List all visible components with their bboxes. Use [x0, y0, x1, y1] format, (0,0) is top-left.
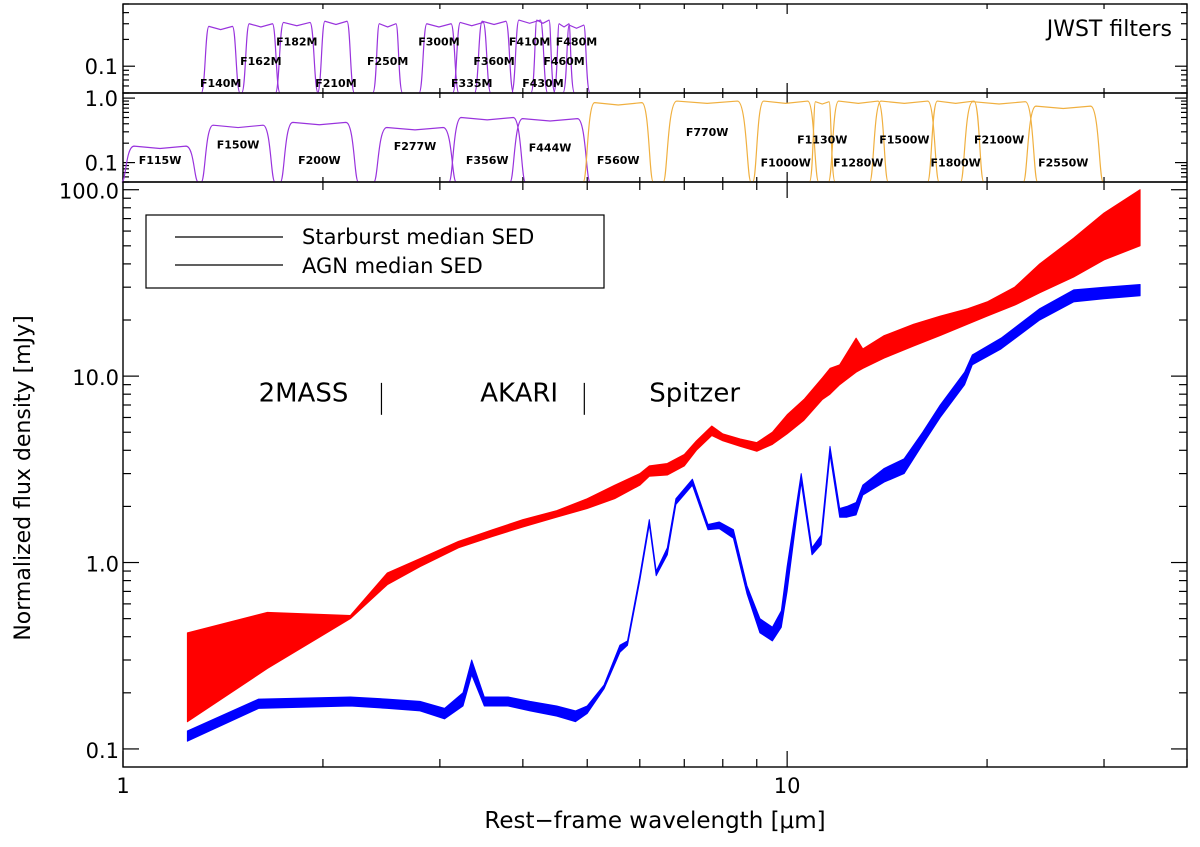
- survey-label-akari: AKARI: [480, 379, 558, 409]
- jwst-medium-filter-panel: JWST filters 0.1 F140M F162M F182M F210M F25…: [85, 3, 1188, 94]
- jwst-wide-miri-filter-panel: 0.1 1.0 F115W F150W F200W F277W F356W F444W F56…: [85, 87, 1188, 183]
- panel3-frame: [122, 181, 1188, 768]
- filter-label-f1280w: F1280W: [833, 157, 883, 170]
- filter-label-f150w: F150W: [217, 139, 260, 152]
- y-tick-label: 10.0: [72, 366, 119, 390]
- filter-label-f2550w: F2550W: [1038, 157, 1088, 170]
- filter-curve-f480m: [562, 24, 591, 94]
- filter-curve-f460m: [552, 23, 576, 94]
- filter-label-f300m: F300M: [418, 35, 459, 48]
- filter-curve-f335m: [452, 21, 492, 94]
- filter-curve-f356w: [448, 116, 526, 183]
- filter-label-f410m: F410M: [509, 35, 550, 48]
- filter-curve-f430m: [530, 19, 556, 94]
- filter-curve-f1130w: [808, 101, 836, 183]
- filter-label-f140m: F140M: [200, 77, 241, 90]
- filter-curve-f360m: [473, 20, 515, 94]
- y-axis-label: Normalized flux density [mJy]: [11, 315, 36, 640]
- panel2-frame: [122, 92, 1188, 183]
- filter-label-f1130w: F1130W: [797, 133, 847, 146]
- filter-curve-f200w: [279, 121, 359, 183]
- x-tick-label: 10: [774, 774, 801, 798]
- legend-box: [145, 214, 605, 289]
- filter-label-f1500w: F1500W: [879, 133, 929, 146]
- filter-curve-f444w: [509, 118, 591, 183]
- filter-label-f1800w: F1800W: [931, 157, 981, 170]
- filter-curve-f770w: [662, 100, 752, 183]
- filter-label-f277w: F277W: [394, 140, 437, 153]
- filter-label-f430m: F430M: [522, 77, 563, 90]
- y-tick-label: 1.0: [86, 553, 119, 577]
- filter-label-f250m: F250M: [367, 55, 408, 68]
- filter-curve-f250m: [372, 23, 404, 94]
- filter-label-f770w: F770W: [686, 126, 729, 139]
- legend-label-agn: AGN median SED: [302, 254, 483, 278]
- filter-curve-f2100w: [959, 101, 1039, 183]
- survey-label-spitzer: Spitzer: [649, 379, 740, 409]
- filter-curve-f2550w: [1022, 105, 1104, 183]
- filter-label-f115w: F115W: [139, 154, 182, 167]
- filter-label-f480m: F480M: [556, 35, 597, 48]
- series-band-starburst-median-sed: [186, 189, 1141, 723]
- legend: Starburst median SED AGN median SED: [145, 214, 605, 289]
- panel1-title: JWST filters: [1045, 17, 1172, 42]
- filter-curve-f150w: [200, 124, 276, 183]
- x-axis-label: Rest−frame wavelength [μm]: [484, 808, 825, 834]
- filter-label-f1000w: F1000W: [761, 157, 811, 170]
- filter-label-f460m: F460M: [543, 55, 584, 68]
- y-tick-label: 0.1: [86, 739, 119, 763]
- filter-label-f356w: F356W: [466, 154, 509, 167]
- filter-curve-f1280w: [827, 100, 889, 183]
- filter-curve-f115w: [121, 145, 199, 183]
- y-tick-label: 0.1: [85, 152, 118, 176]
- y-tick-label: 100.0: [59, 180, 119, 204]
- filter-label-f210m: F210M: [315, 77, 356, 90]
- filter-label-f360m: F360M: [473, 55, 514, 68]
- filter-curve-f210m: [316, 20, 356, 94]
- filter-label-f560w: F560W: [597, 154, 640, 167]
- filter-curve-f140m: [200, 25, 241, 94]
- filter-curve-f1000w: [752, 100, 820, 183]
- filter-label-f2100w: F2100W: [974, 133, 1024, 146]
- y-tick-label: 1.0: [85, 87, 118, 111]
- filter-curve-f1500w: [869, 100, 940, 183]
- filter-label-f444w: F444W: [529, 142, 572, 155]
- x-tick-label: 1: [116, 774, 129, 798]
- legend-label-starburst: Starburst median SED: [302, 225, 534, 249]
- filter-label-f200w: F200W: [298, 154, 341, 167]
- filter-curve-f560w: [582, 102, 654, 183]
- filter-curve-f410m: [510, 19, 549, 94]
- y-tick-label: 0.1: [85, 55, 118, 79]
- survey-label-2mass: 2MASS: [259, 379, 349, 409]
- filter-curve-f1800w: [926, 100, 985, 183]
- filter-label-f182m: F182M: [276, 35, 317, 48]
- filter-curve-f277w: [373, 126, 457, 183]
- series-band-agn-median-sed: [186, 284, 1141, 742]
- filter-curve-f182m: [274, 21, 319, 94]
- filter-curve-f162m: [241, 23, 281, 94]
- filter-label-f335m: F335M: [451, 77, 492, 90]
- filter-label-f162m: F162M: [240, 55, 281, 68]
- median-sed-panel: 0.1 1.0 10.0 100.0 1 10 Starburst median SED …: [11, 180, 1188, 834]
- panel1-frame: [122, 3, 1188, 94]
